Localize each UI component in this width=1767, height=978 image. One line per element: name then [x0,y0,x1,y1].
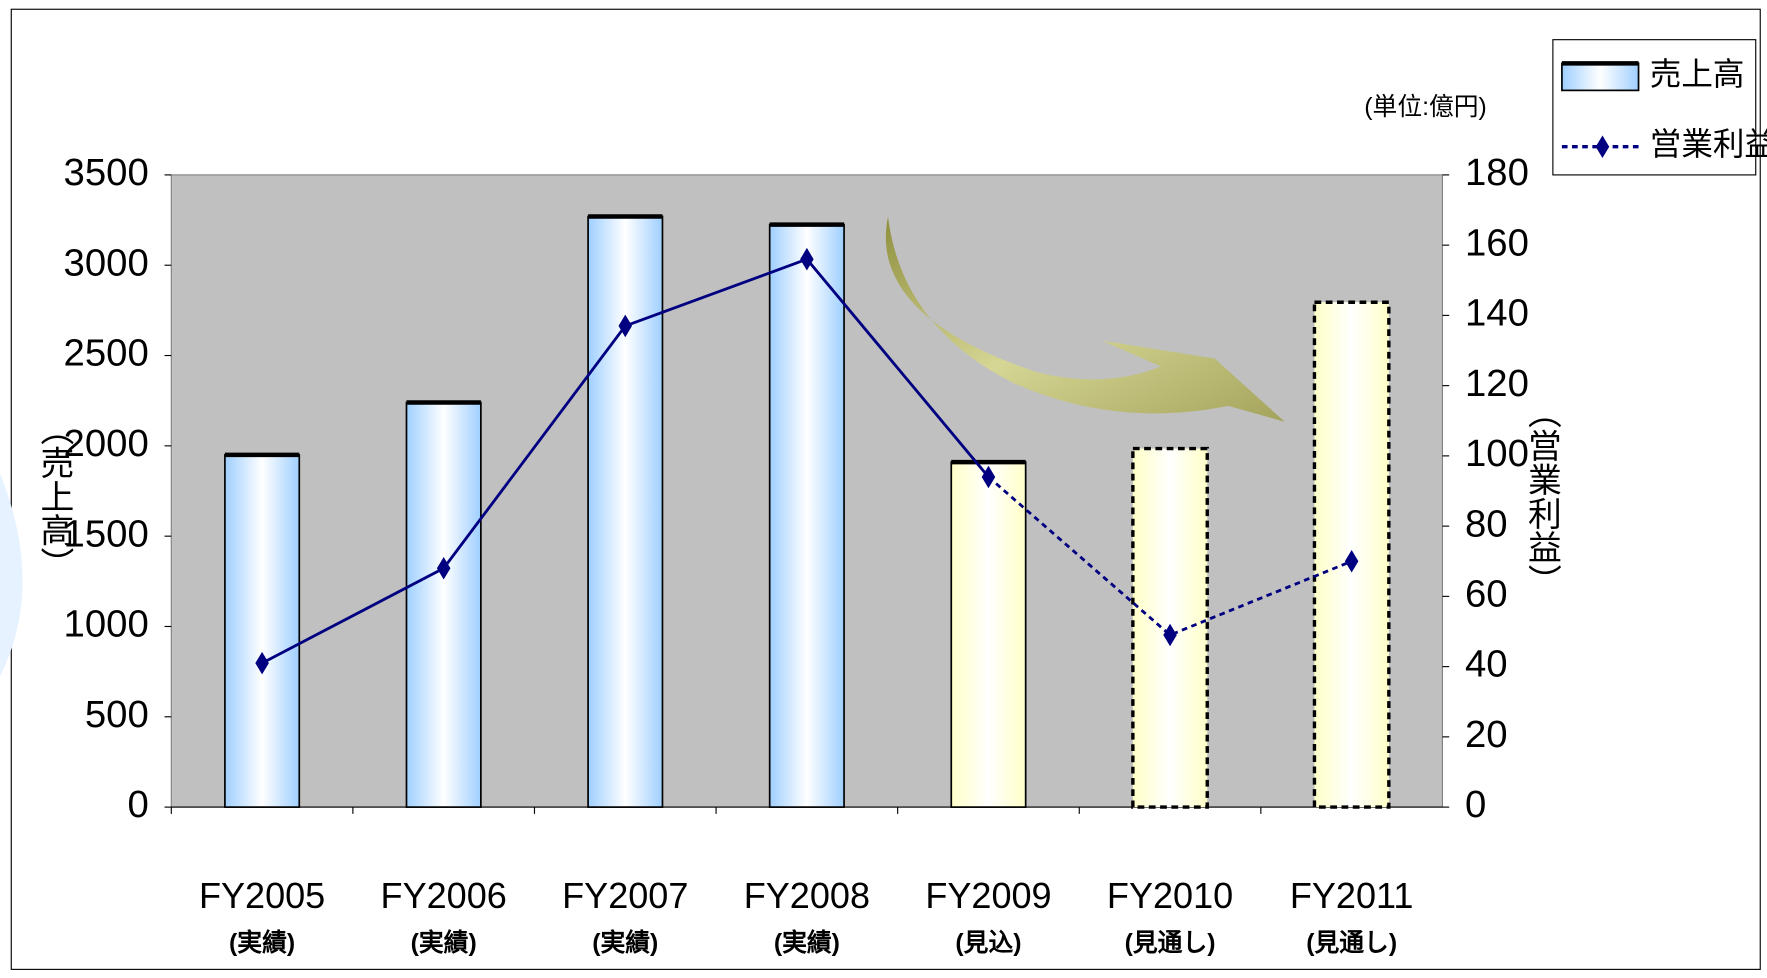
bar [768,223,845,808]
y-axis-label: （売上高） [35,412,74,581]
x-tick-note: (実績) [774,928,840,957]
decoration [0,473,23,677]
y-tick-label: 500 [85,693,149,736]
x-tick-label: FY2007 [562,875,688,916]
x-tick-label: FY2011 [1290,875,1414,916]
y2-tick-label: 120 [1465,362,1529,405]
legend-label: 売上高 [1650,56,1745,92]
y2-tick-label: 140 [1465,292,1529,335]
marker [1344,549,1359,573]
legend-label: 営業利益 [1650,126,1767,162]
y-tick-label: 2500 [64,332,149,375]
bar [950,461,1027,808]
x-tick-note: (実績) [229,928,295,957]
x-tick-note: (見通し) [1125,929,1216,957]
x-tick-label: FY2006 [381,875,507,916]
x-tick-note: (実績) [411,928,477,957]
bar [405,401,482,808]
y2-tick-label: 80 [1465,502,1508,545]
bar [224,454,301,808]
x-tick-note: (見込) [955,929,1021,957]
x-tick-label: FY2009 [925,875,1051,916]
legend-swatch [1561,62,1640,92]
x-tick-note: (見通し) [1306,929,1397,957]
trend-arrow [885,216,1285,422]
legend-marker [1595,135,1610,159]
y2-tick-label: 20 [1465,713,1508,756]
y2-tick-label: 0 [1465,783,1486,826]
y2-tick-label: 60 [1465,572,1508,615]
marker [436,557,451,580]
y-tick-label: 1500 [64,512,149,555]
marker [1163,623,1177,647]
x-tick-note: (実績) [592,928,658,957]
marker [618,314,633,338]
y-tick-label: 1000 [64,603,149,646]
y2-tick-label: 40 [1465,643,1508,686]
y-tick-label: 0 [127,783,148,826]
y-tick-label: 3500 [64,151,149,194]
y2-tick-label: 180 [1465,151,1529,194]
y2-tick-label: 100 [1465,432,1529,475]
y2-axis-label: （営業利益） [1522,395,1561,598]
marker [255,651,269,675]
x-tick-label: FY2005 [199,875,325,916]
unit-note: (単位:億円) [1364,93,1487,121]
bar [587,215,664,808]
y-tick-label: 3000 [64,241,149,284]
y-tick-label: 2000 [64,422,149,465]
y2-tick-label: 160 [1465,221,1529,264]
x-tick-label: FY2010 [1107,875,1233,916]
x-tick-label: FY2008 [744,875,870,916]
